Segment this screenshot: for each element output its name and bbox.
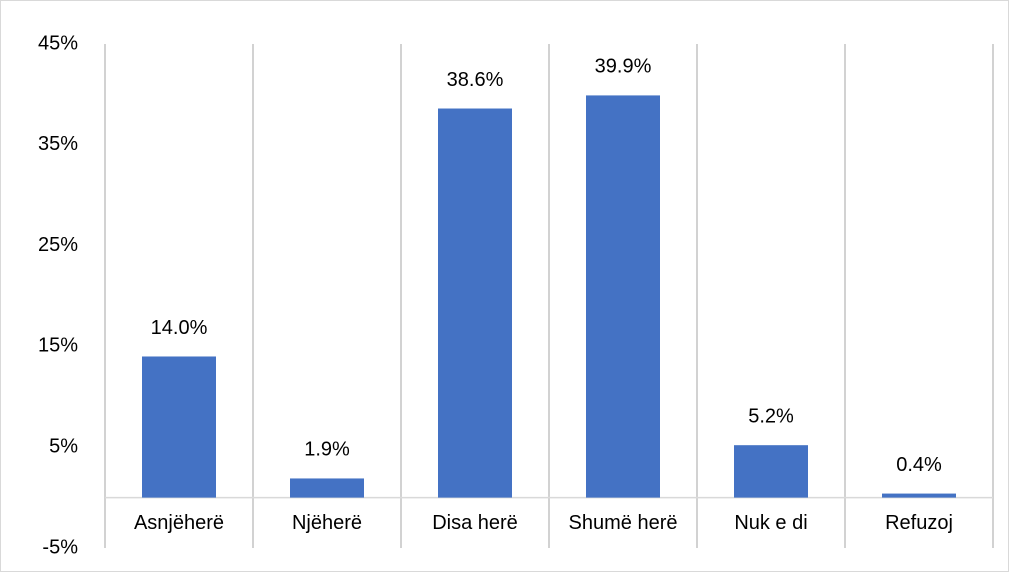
data-label: 39.9% xyxy=(595,56,652,78)
bar xyxy=(438,108,512,498)
y-tick-label: 45% xyxy=(38,32,78,54)
x-tick-label: Shumë herë xyxy=(569,512,678,534)
data-label: 14.0% xyxy=(151,317,208,339)
bar xyxy=(734,445,808,498)
data-label: 0.4% xyxy=(896,454,942,476)
data-label: 5.2% xyxy=(748,405,794,427)
bar xyxy=(586,95,660,498)
y-tick-label: 35% xyxy=(38,133,78,155)
y-tick-label: -5% xyxy=(42,536,78,558)
y-tick-label: 25% xyxy=(38,234,78,256)
x-tick-label: Disa herë xyxy=(432,512,518,534)
x-tick-label: Refuzoj xyxy=(885,512,953,534)
bar xyxy=(882,493,956,498)
x-tick-label: Nuk e di xyxy=(734,512,807,534)
bar xyxy=(142,356,216,498)
bar xyxy=(290,478,364,498)
data-label: 1.9% xyxy=(304,439,350,461)
data-label: 38.6% xyxy=(447,69,504,91)
y-tick-label: 15% xyxy=(38,335,78,357)
x-tick-label: Njëherë xyxy=(292,512,362,534)
x-tick-label: Asnjëherë xyxy=(134,512,224,534)
y-tick-label: 5% xyxy=(49,435,78,457)
